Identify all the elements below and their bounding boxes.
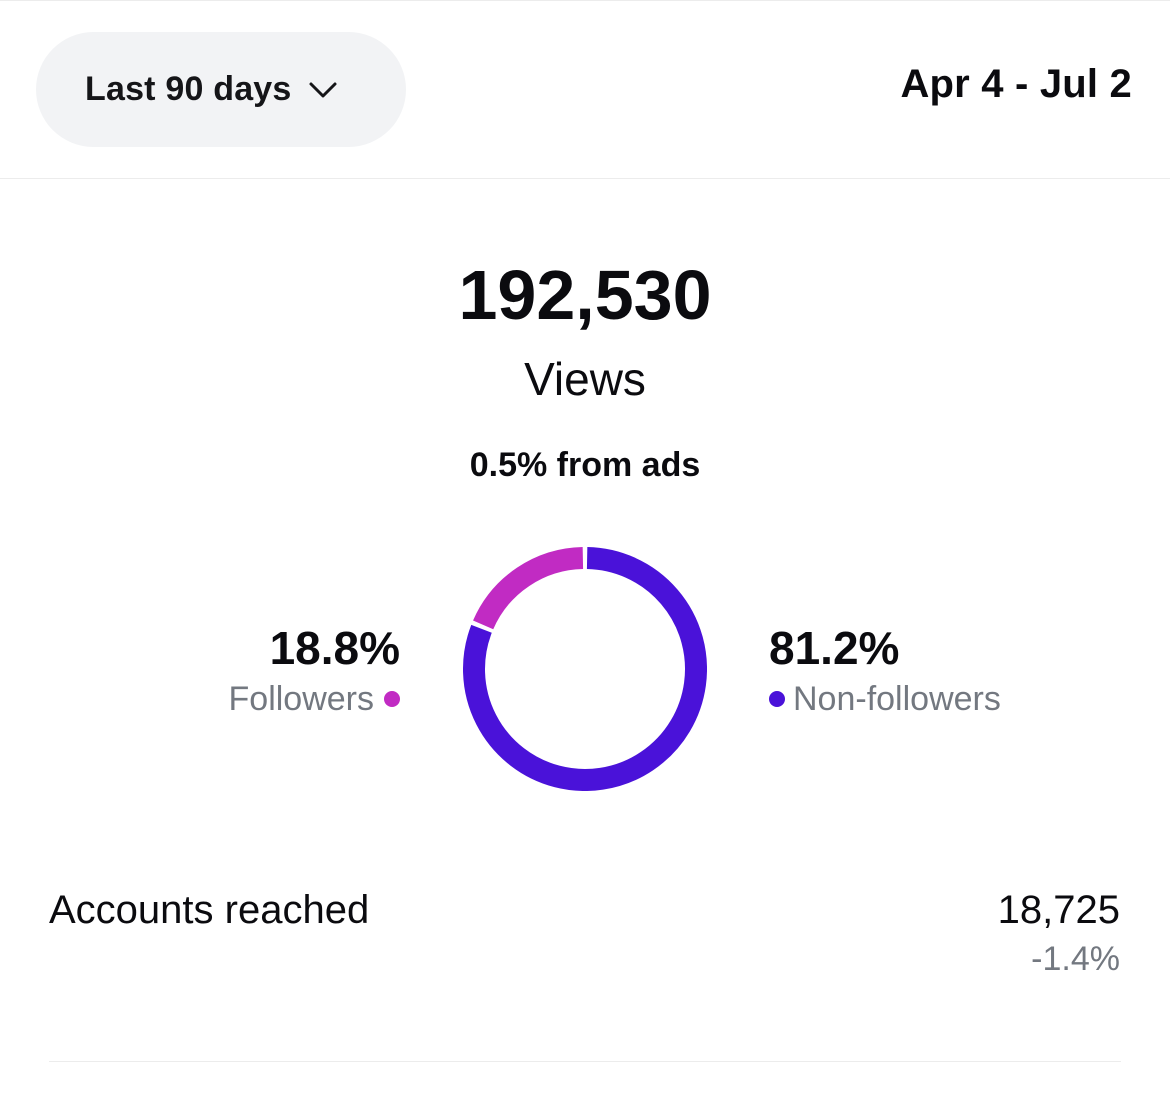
accounts-reached-label: Accounts reached (49, 888, 370, 932)
period-selector-label: Last 90 days (85, 70, 292, 108)
accounts-reached-change: -1.4% (1031, 940, 1120, 978)
non-followers-stat: 81.2% Non-followers (769, 620, 1001, 722)
top-divider (0, 0, 1170, 1)
non-followers-label: Non-followers (793, 680, 1001, 718)
followers-legend-dot (384, 691, 400, 707)
chevron-down-icon (309, 82, 337, 97)
followers-slice (473, 547, 584, 630)
ads-share-note: 0.5% from ads (469, 446, 701, 484)
non-followers-percent: 81.2% (769, 622, 900, 674)
date-range: Apr 4 - Jul 2 (900, 62, 1132, 106)
followers-percent: 18.8% (269, 622, 400, 674)
followers-label: Followers (228, 680, 374, 718)
accounts-reached-value: 18,725 (997, 888, 1120, 932)
non-followers-slice (463, 547, 707, 791)
views-label: Views (524, 353, 646, 405)
header-divider (0, 178, 1170, 179)
audience-donut-chart (463, 547, 707, 791)
period-selector-button[interactable]: Last 90 days (36, 32, 406, 147)
section-divider (49, 1061, 1121, 1062)
followers-stat: 18.8% Followers (229, 620, 400, 722)
non-followers-legend-dot (769, 691, 785, 707)
views-count: 192,530 (458, 256, 712, 334)
